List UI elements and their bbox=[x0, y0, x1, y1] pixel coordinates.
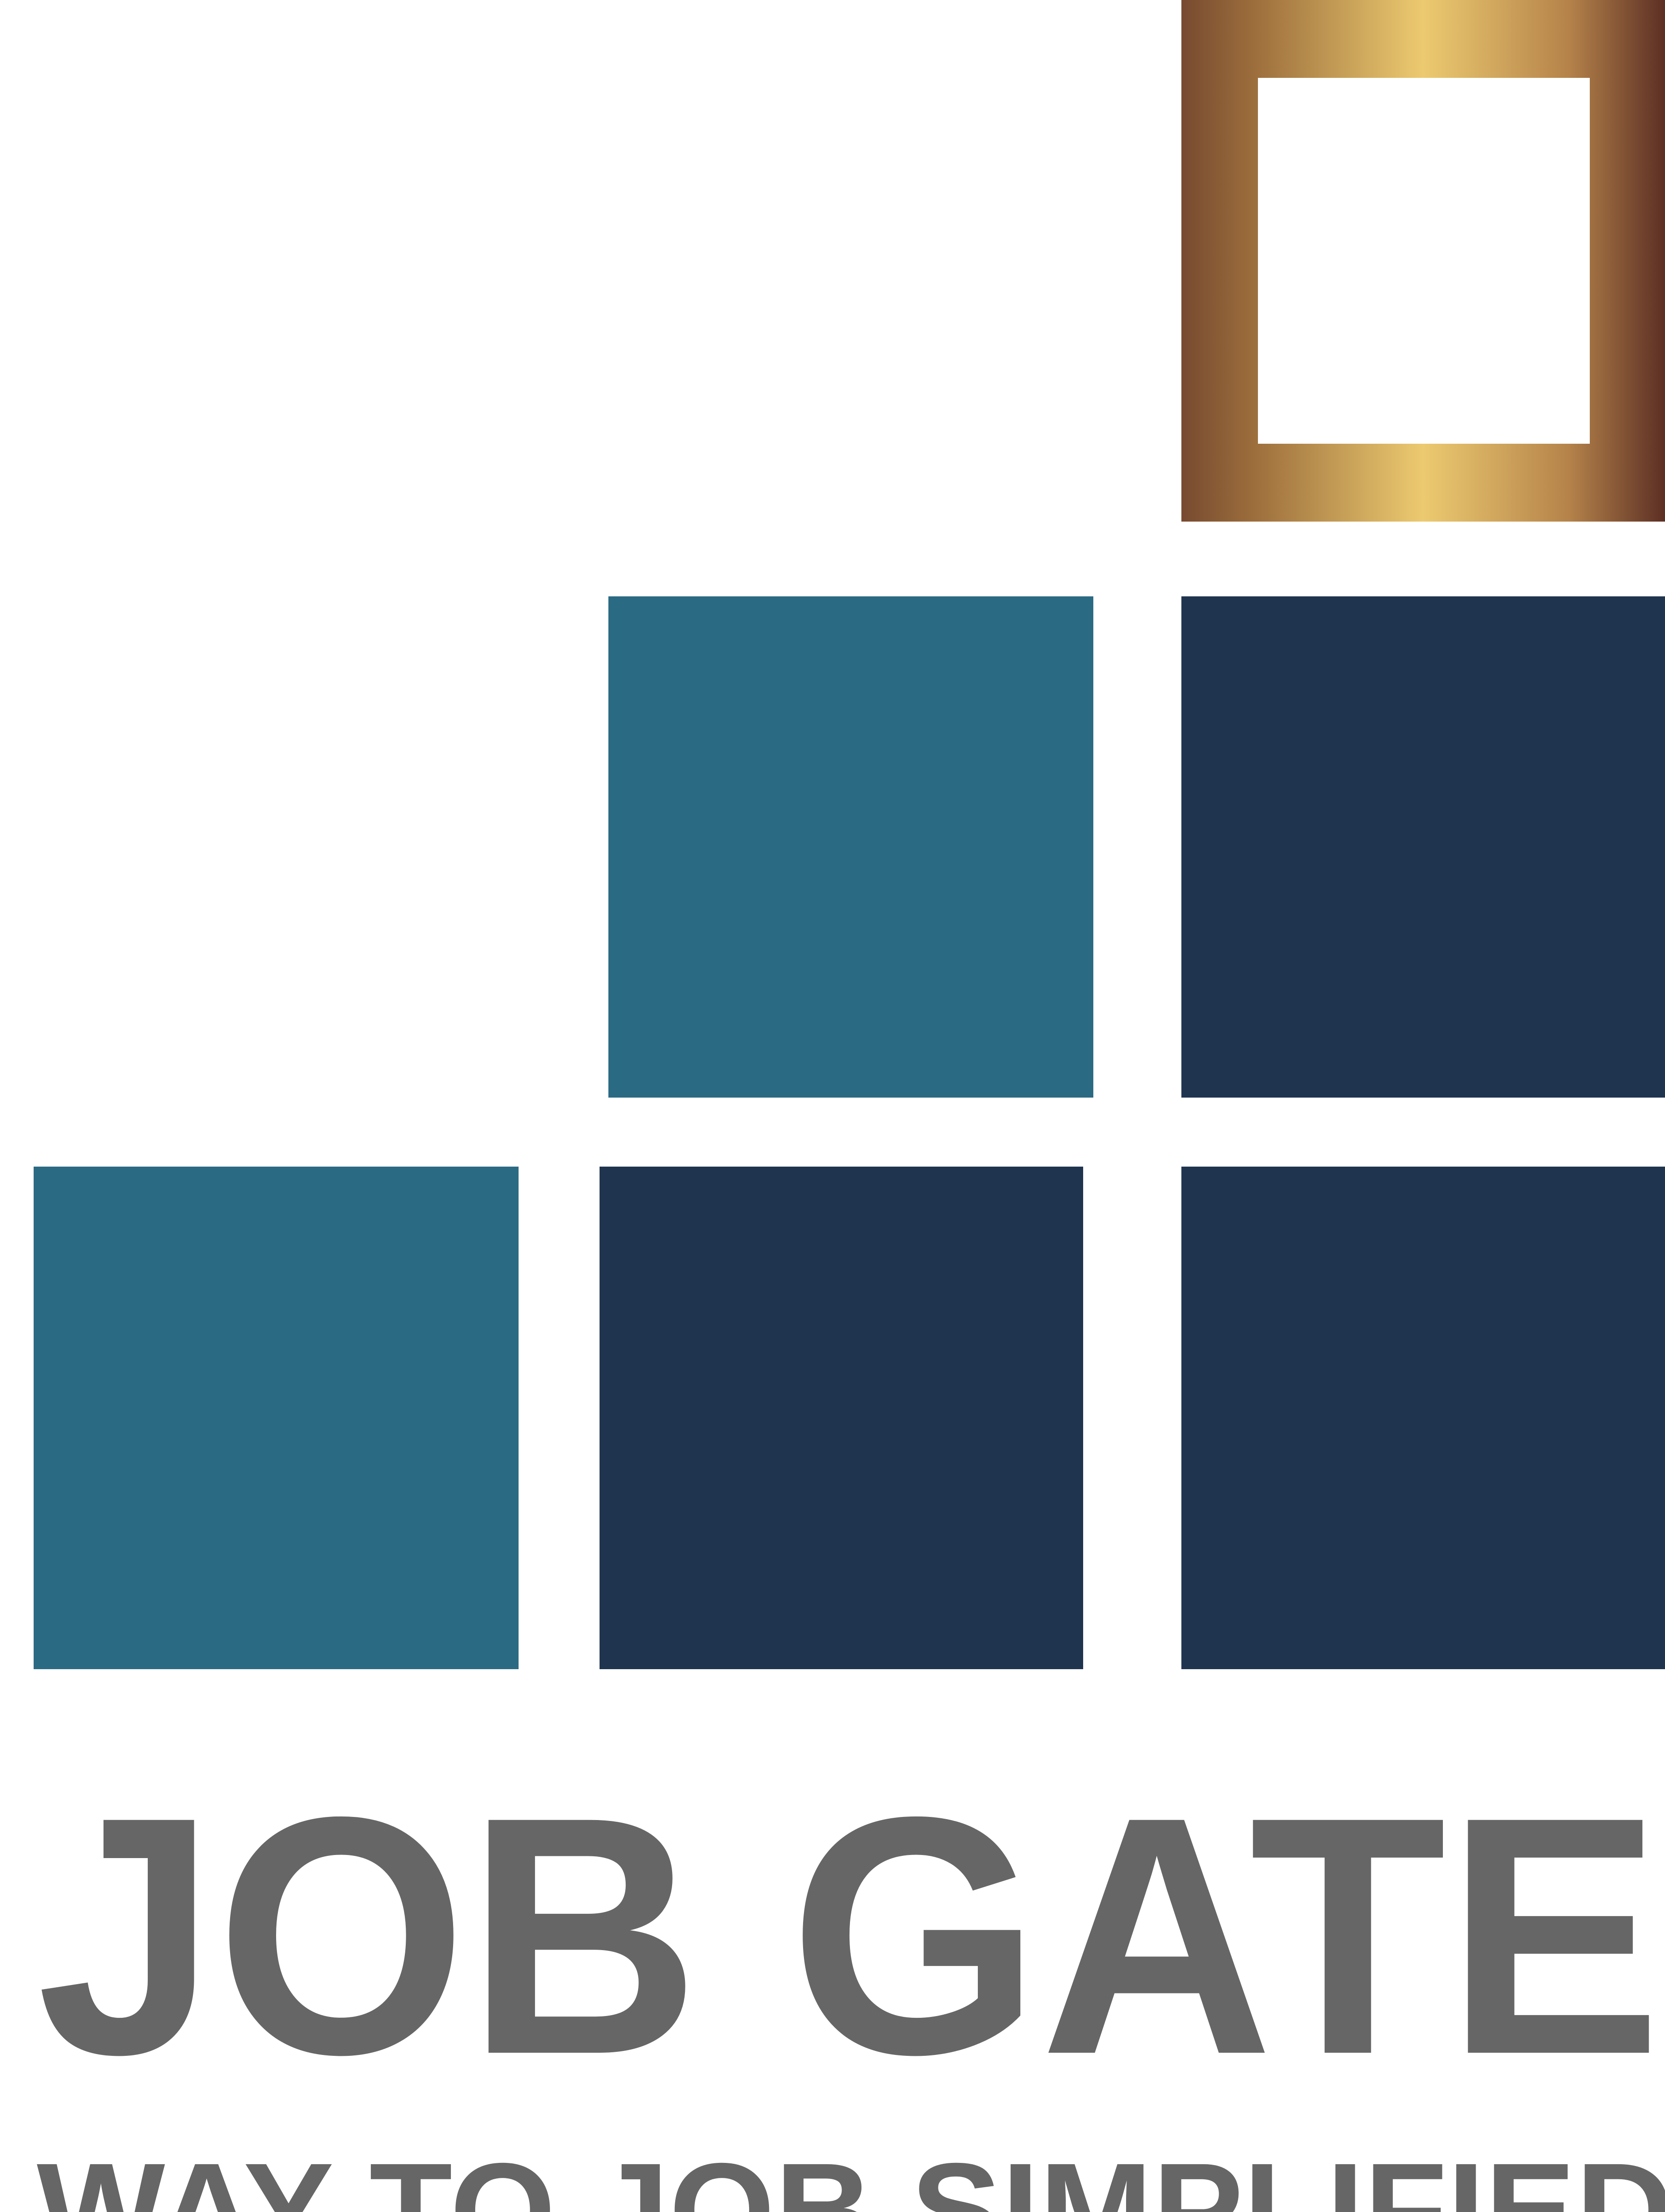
logo-tagline: WAY TO JOB SIMPLIFIED bbox=[37, 2135, 1665, 2212]
logo-title: JOB GATE bbox=[37, 1747, 1661, 2125]
navy-square bbox=[1181, 596, 1665, 1098]
teal-square bbox=[34, 1167, 519, 1669]
gold-frame bbox=[1181, 0, 1665, 522]
navy-square bbox=[600, 1167, 1083, 1669]
teal-square bbox=[608, 596, 1093, 1098]
navy-square bbox=[1181, 1167, 1665, 1669]
